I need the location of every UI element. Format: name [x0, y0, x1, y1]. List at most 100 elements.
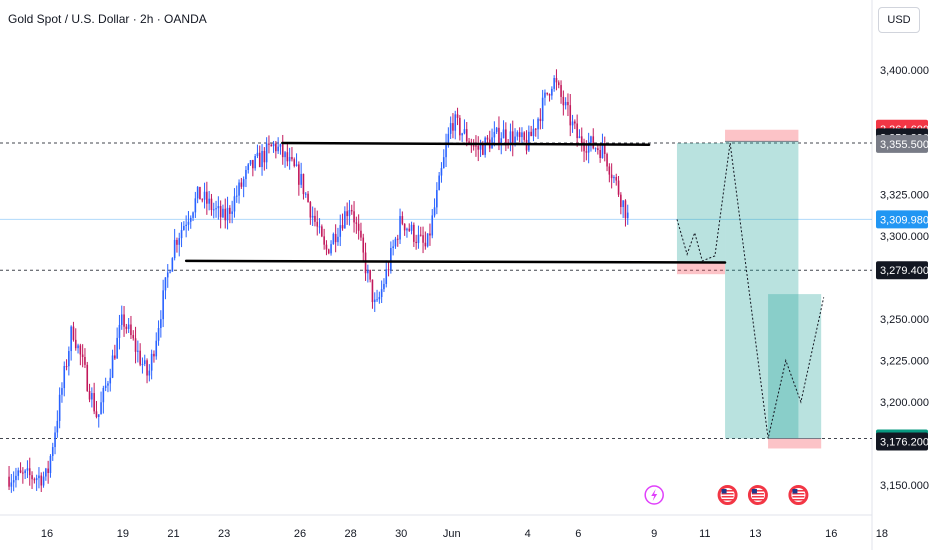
- candle-body: [385, 269, 388, 284]
- time-tick-label: 4: [525, 528, 531, 540]
- currency-button[interactable]: USD: [878, 7, 920, 33]
- flag-stripe: [792, 499, 805, 501]
- flag-stripe: [751, 496, 764, 498]
- candle-body: [203, 191, 206, 200]
- candle-body: [509, 131, 512, 144]
- candle-body: [459, 117, 461, 136]
- price-axis[interactable]: 3,400.000 3,325.000 3,300.000 3,250.000 3,22…: [873, 0, 932, 550]
- candle-body: [130, 324, 132, 336]
- flag-stripe: [721, 496, 734, 498]
- candle-body: [291, 157, 293, 160]
- candle-body: [417, 234, 420, 244]
- candle-body: [86, 364, 89, 392]
- candle-body: [210, 198, 213, 210]
- price-tick-label: 3,150.000: [880, 480, 929, 492]
- candle-body: [162, 290, 164, 320]
- price-badge: 3,176.200: [876, 432, 929, 451]
- candle-body: [410, 224, 413, 231]
- price-badge-bg: [876, 261, 928, 280]
- candle-body: [157, 328, 160, 341]
- candle-body: [592, 136, 595, 149]
- trendlines[interactable]: [184, 141, 727, 264]
- candle-body: [557, 82, 560, 86]
- candle-body: [208, 198, 210, 204]
- dashed-levels: [0, 142, 872, 440]
- candle-body: [321, 226, 323, 237]
- candle-body: [187, 221, 190, 225]
- candle-body: [346, 211, 348, 217]
- flag-stripe: [792, 496, 805, 498]
- candle-body: [574, 121, 576, 124]
- candle-body: [580, 136, 583, 146]
- candle-body: [164, 277, 167, 291]
- candle-body: [194, 198, 197, 213]
- candle-body: [206, 191, 208, 204]
- candle-body: [463, 129, 466, 134]
- candle-body: [302, 173, 305, 195]
- candle-body: [534, 128, 537, 130]
- candle-body: [192, 212, 194, 218]
- candle-body: [576, 123, 578, 139]
- time-axis[interactable]: 16 19 21 23 26 28 30 Jun 4 6 9 11 13 16 18: [41, 528, 888, 540]
- candle-body: [594, 148, 597, 150]
- position-tools[interactable]: [676, 129, 822, 449]
- candle-body: [399, 216, 401, 240]
- candle-body: [424, 242, 427, 247]
- candle-body: [263, 150, 266, 163]
- candle-body: [511, 131, 514, 145]
- time-tick-label: 16: [825, 528, 837, 540]
- candle-body: [465, 129, 468, 142]
- candle-body: [148, 370, 151, 376]
- time-tick-label: 19: [117, 528, 129, 540]
- candle-body: [116, 337, 118, 359]
- candle-body: [100, 402, 102, 415]
- lightning-icon[interactable]: [644, 485, 664, 505]
- candle-body: [624, 200, 627, 219]
- candle-body: [484, 137, 486, 155]
- position-stop-zone: [676, 262, 726, 275]
- chart-grid: [0, 0, 873, 550]
- candle-body: [567, 101, 569, 106]
- candle-body: [12, 480, 15, 483]
- price-tick-label: 3,250.000: [880, 314, 929, 326]
- time-tick-label: 16: [41, 528, 53, 540]
- time-tick-label: Jun: [443, 528, 461, 540]
- candle-body: [438, 175, 440, 191]
- us-flag-icon[interactable]: [717, 485, 738, 505]
- candle-body: [355, 222, 358, 224]
- candle-body: [173, 239, 176, 259]
- candle-body: [482, 144, 484, 155]
- candle-body: [65, 366, 68, 368]
- candle-body: [528, 131, 530, 151]
- candle-body: [288, 157, 291, 162]
- candle-body: [231, 211, 233, 214]
- us-flag-icon[interactable]: [747, 485, 768, 505]
- candle-body: [166, 272, 169, 278]
- candle-body: [102, 387, 105, 403]
- candle-body: [38, 475, 40, 479]
- candle-body: [63, 366, 66, 389]
- candle-body: [323, 236, 325, 245]
- candle-body: [376, 299, 378, 301]
- candle-body: [189, 217, 192, 222]
- candle-body: [597, 148, 599, 151]
- candle-body: [212, 209, 215, 211]
- time-tick-label: 11: [699, 528, 710, 540]
- price-tick-label: 3,225.000: [880, 356, 929, 368]
- flag-stripe: [721, 499, 734, 501]
- candle-body: [523, 132, 526, 140]
- event-markers[interactable]: [644, 485, 809, 505]
- candle-body: [461, 133, 463, 136]
- candle-body: [610, 174, 613, 179]
- candle-body: [546, 92, 549, 95]
- us-flag-icon[interactable]: [788, 485, 809, 505]
- candle-body: [19, 470, 22, 473]
- candle-body: [114, 355, 116, 359]
- candle-body: [17, 470, 20, 476]
- candle-body: [344, 211, 346, 229]
- candle-body: [429, 233, 431, 236]
- candle-body: [373, 299, 376, 303]
- candle-body: [498, 127, 500, 145]
- candle-body: [426, 233, 429, 247]
